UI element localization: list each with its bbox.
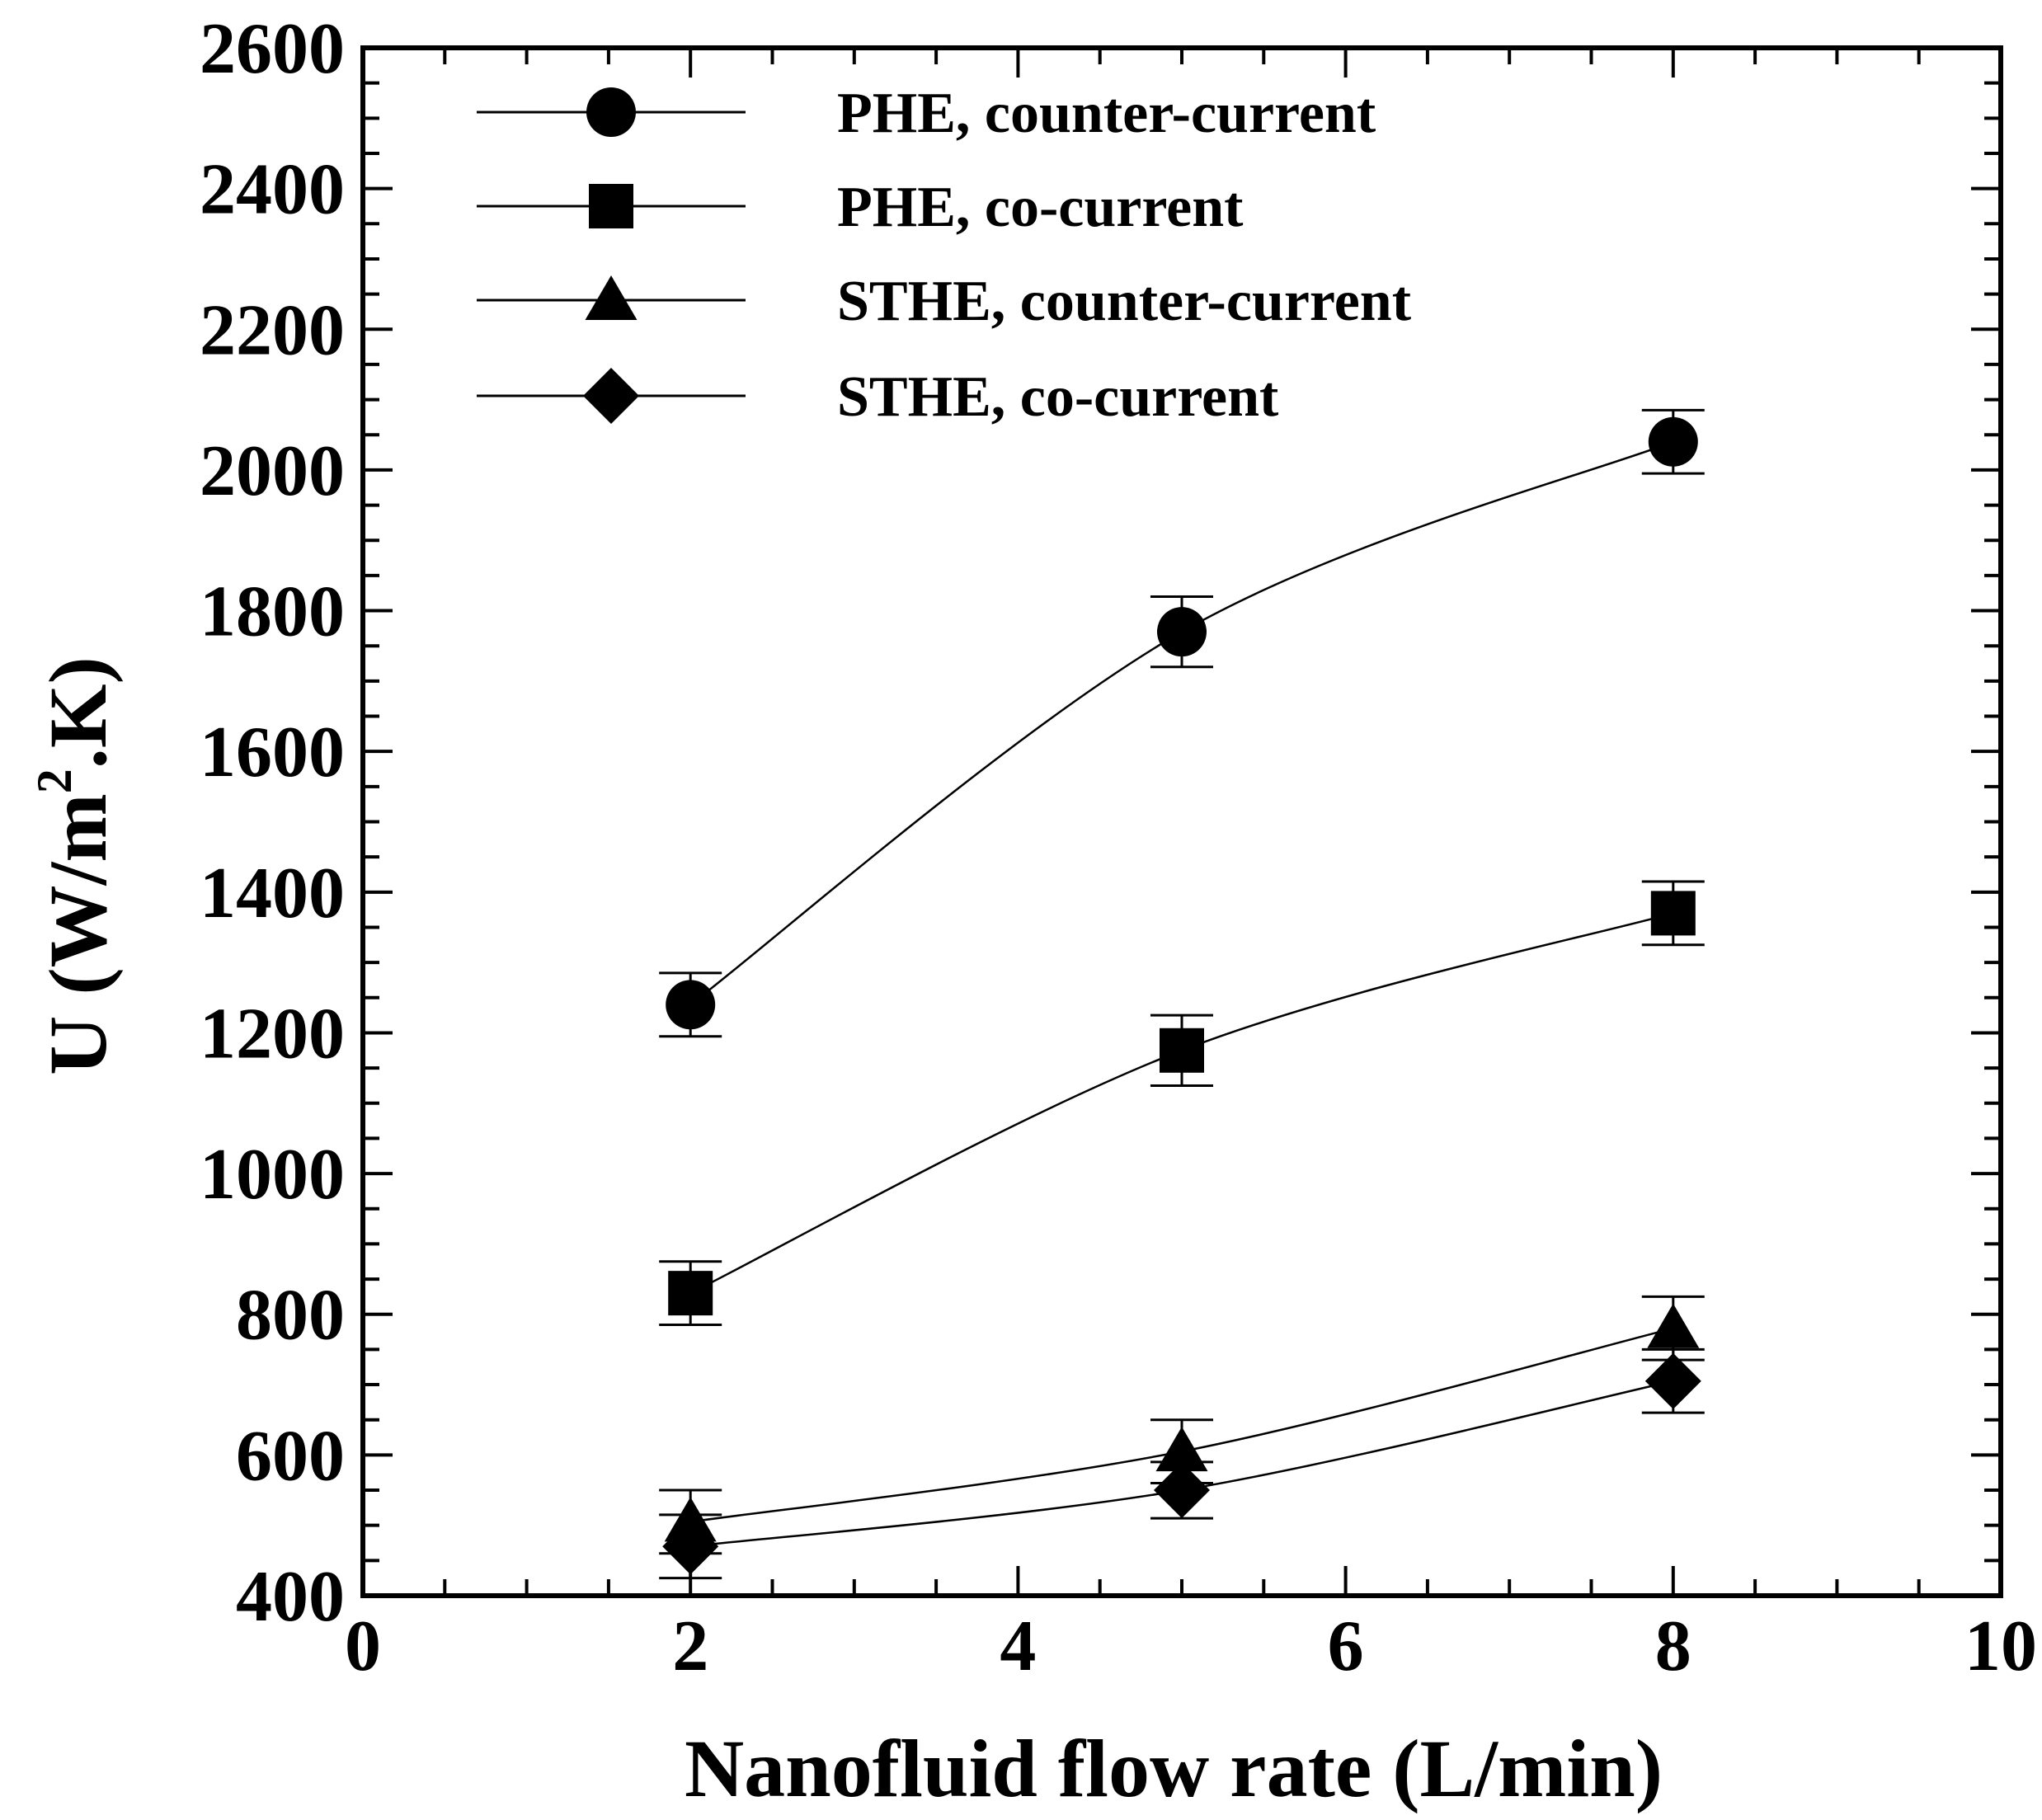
y-tick-label: 400: [236, 1557, 345, 1637]
legend-entry: PHE, co-current: [477, 176, 1243, 239]
legend: PHE, counter-current PHE, co-current STHE,…: [477, 82, 1411, 429]
data-point: [1644, 1352, 1701, 1409]
data-point: [1650, 891, 1696, 936]
plot-marks: [659, 408, 1705, 1580]
x-axis-title: Nanofluid flow rate (L/min): [685, 1723, 1663, 1814]
y-tick-label: 1200: [200, 994, 345, 1074]
legend-entry: STHE, counter-current: [477, 270, 1411, 333]
data-point: [662, 1518, 719, 1575]
data-point: [1160, 1028, 1204, 1073]
series-diamond: [659, 1347, 1705, 1580]
data-point: [1155, 1427, 1208, 1472]
y-tick-label: 1000: [200, 1135, 345, 1215]
x-tick-label: 2: [672, 1606, 708, 1686]
data-point: [666, 980, 716, 1030]
y-tick-label: 1400: [200, 854, 345, 934]
series-circle: [659, 408, 1705, 1038]
series-square: [659, 880, 1705, 1327]
legend-marker-triangle: [585, 275, 638, 320]
legend-label: STHE, co-current: [837, 365, 1278, 429]
y-axis-title: U (W/m2.K): [27, 656, 124, 1075]
y-tick-label: 800: [236, 1276, 345, 1356]
tick-labels: 0 2 4 6 8 10 400 600 800 1000 1200 1400 1600 1800 2000…: [200, 9, 2037, 1686]
data-point: [1647, 1303, 1700, 1348]
legend-label: STHE, counter-current: [837, 270, 1411, 333]
x-tick-label: 6: [1328, 1606, 1364, 1686]
y-tick-label: 2200: [200, 290, 345, 370]
legend-marker-circle: [586, 87, 636, 137]
legend-marker-square: [589, 184, 633, 228]
x-tick-label: 10: [1964, 1606, 2037, 1686]
data-point: [1154, 1462, 1210, 1519]
y-tick-label: 2400: [200, 150, 345, 230]
legend-entry: PHE, counter-current: [477, 82, 1376, 145]
y-tick-label: 1800: [200, 572, 345, 652]
data-point: [1648, 416, 1698, 467]
legend-label: PHE, counter-current: [837, 82, 1376, 145]
y-axis-title-superscript: 2: [27, 769, 82, 793]
y-tick-label: 600: [236, 1416, 345, 1496]
legend-entry: STHE, co-current: [477, 365, 1278, 429]
x-tick-label: 8: [1655, 1606, 1691, 1686]
y-tick-label: 1600: [200, 712, 345, 792]
data-point: [1157, 607, 1207, 657]
axis-ticks: [361, 46, 2002, 1597]
x-tick-label: 0: [345, 1606, 381, 1686]
x-tick-label: 4: [1000, 1606, 1036, 1686]
legend-marker-diamond: [583, 368, 639, 424]
y-tick-label: 2000: [200, 431, 345, 511]
y-axis-title-end: .K): [32, 656, 124, 769]
legend-label: PHE, co-current: [837, 176, 1243, 239]
y-axis-title-main: U (W/m: [32, 793, 124, 1075]
data-point: [668, 1271, 713, 1316]
y-tick-label: 2600: [200, 9, 345, 89]
